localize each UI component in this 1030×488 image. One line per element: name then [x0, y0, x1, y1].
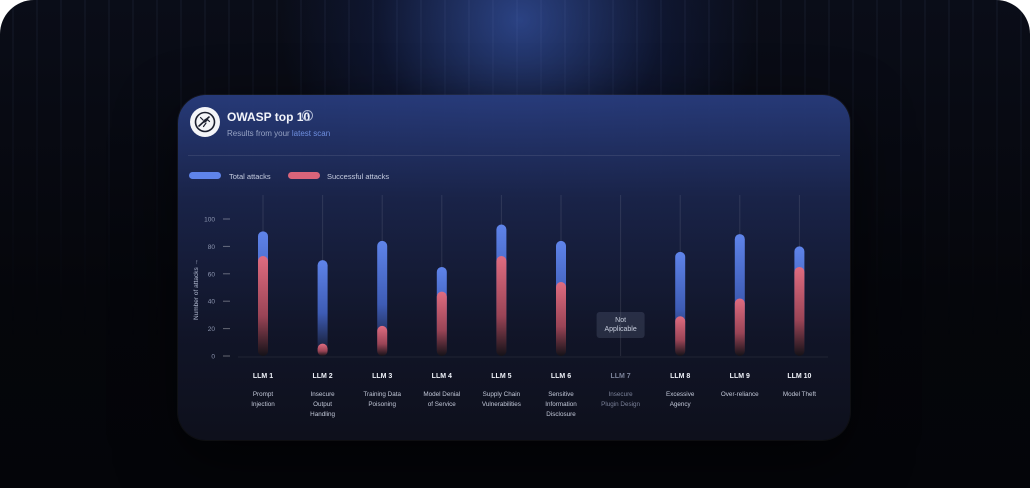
attacks-chart: 0 20 40 60 80 100 Number of attacks → Not Appli…	[193, 195, 828, 418]
y-tick-label: 40	[208, 299, 216, 306]
category-name-label: Plugin Design	[601, 401, 640, 408]
y-tick-label: 100	[204, 217, 215, 224]
category-name-label: Prompt	[253, 391, 274, 398]
category-code-label: LLM 2	[312, 373, 332, 380]
category-code-label: LLM 5	[491, 373, 511, 380]
category-name-label: Information	[545, 401, 577, 408]
category-name-label: Disclosure	[546, 411, 576, 418]
y-tick-label: 80	[208, 244, 216, 251]
category-name-label: Poisoning	[368, 401, 396, 408]
divider	[188, 155, 840, 156]
legend-swatch-successful	[288, 172, 320, 179]
bar-successful-attacks[interactable]	[794, 266, 805, 356]
bar-successful-attacks[interactable]	[556, 282, 566, 356]
owasp-card: OWASP top 10 i Results from your latest …	[178, 95, 850, 440]
category-code-label: LLM 9	[730, 373, 750, 380]
card-subtitle: Results from your latest scan	[227, 129, 330, 138]
bar-successful-attacks[interactable]	[377, 325, 388, 356]
legend-label-total: Total attacks	[229, 172, 271, 181]
category-code-label: LLM 4	[432, 373, 452, 380]
category-name-label: Injection	[251, 401, 275, 408]
category-code-label: LLM 6	[551, 373, 571, 380]
category-name-label: Output	[313, 401, 332, 408]
bar-successful-attacks[interactable]	[436, 291, 447, 356]
category-name-label: Training Data	[363, 391, 401, 398]
category-code-label: LLM 7	[610, 373, 630, 380]
info-icon[interactable]: i	[302, 110, 313, 121]
category-name-label: Vulnerabilities	[482, 401, 521, 408]
category-code-label: LLM 1	[253, 373, 273, 380]
category-name-label: Model Denial	[423, 391, 460, 398]
category-name-label: Model Theft	[783, 391, 816, 398]
category-name-label: Over-reliance	[721, 391, 759, 398]
bar-successful-attacks[interactable]	[317, 343, 328, 356]
category-code-label: LLM 8	[670, 373, 690, 380]
bar-successful-attacks[interactable]	[675, 316, 686, 356]
owasp-wasp-icon	[190, 107, 220, 137]
category-name-label: Supply Chain	[483, 391, 521, 398]
y-tick-label: 20	[208, 326, 216, 333]
bar-successful-attacks[interactable]	[496, 255, 507, 356]
latest-scan-link[interactable]: latest scan	[291, 129, 331, 138]
legend-swatch-total	[189, 172, 221, 179]
subtitle-prefix: Results from your	[227, 129, 292, 138]
category-name-label: Handling	[310, 411, 335, 418]
y-axis-label: Number of attacks →	[193, 259, 200, 320]
bar-successful-attacks[interactable]	[258, 255, 268, 356]
legend-label-successful: Successful attacks	[327, 172, 390, 181]
not-applicable-label: Applicable	[604, 326, 636, 333]
y-tick-label: 0	[211, 354, 215, 361]
bar-total-attacks[interactable]	[317, 260, 328, 356]
not-applicable-box	[596, 312, 645, 338]
category-name-label: of Service	[428, 401, 456, 408]
category-code-label: LLM 3	[372, 373, 392, 380]
bar-successful-attacks[interactable]	[734, 298, 745, 356]
category-name-label: Insecure	[311, 391, 336, 398]
category-name-label: Insecure	[609, 391, 634, 398]
not-applicable-label: Not	[615, 317, 626, 324]
category-name-label: Excessive	[666, 391, 695, 398]
category-code-label: LLM 10	[787, 373, 811, 380]
category-name-label: Sensitive	[548, 391, 574, 398]
y-tick-label: 60	[208, 271, 216, 278]
card-title: OWASP top 10	[227, 110, 311, 124]
category-name-label: Agency	[670, 401, 692, 408]
